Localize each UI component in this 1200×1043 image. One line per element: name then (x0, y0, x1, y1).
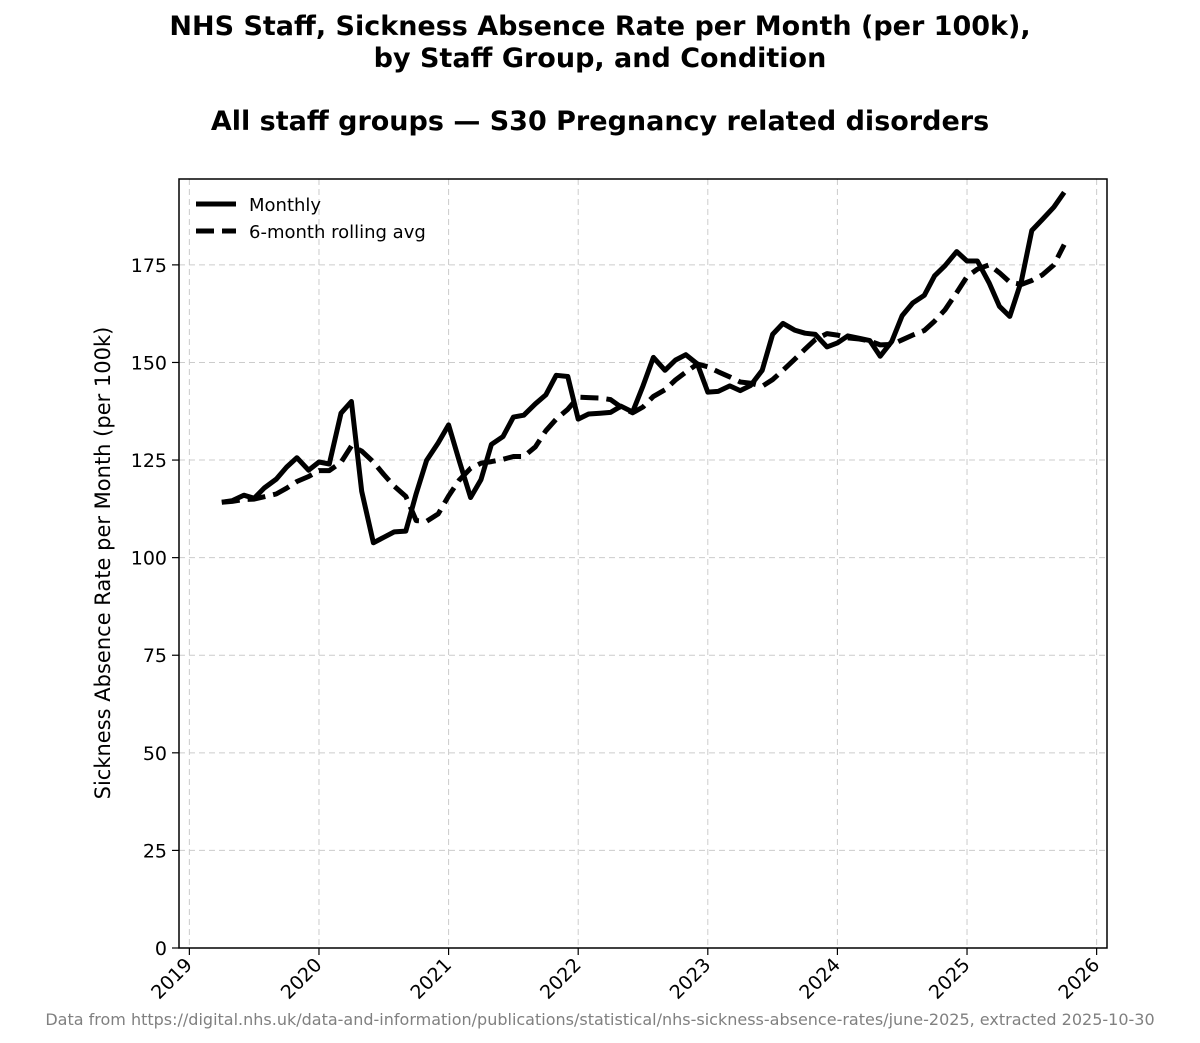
y-tick-label: 150 (131, 352, 167, 374)
series-line-rolling-avg (221, 243, 1067, 524)
data-source-note: Data from https://digital.nhs.uk/data-an… (45, 1010, 1155, 1029)
x-tick-label: 2021 (406, 954, 456, 1004)
series-group (221, 190, 1067, 546)
grid-lines (179, 179, 1107, 949)
chart-title-line-1: NHS Staff, Sickness Absence Rate per Mon… (169, 11, 1031, 42)
x-tick-label: 2019 (147, 954, 197, 1004)
y-tick-label: 75 (143, 645, 167, 667)
x-axis: 2019 2020 2021 2022 2023 2024 2025 2026 (147, 948, 1104, 1004)
y-tick-label: 0 (155, 938, 167, 960)
y-tick-label: 125 (131, 450, 167, 472)
x-tick-label: 2020 (277, 954, 327, 1004)
legend-label-monthly: Monthly (249, 195, 321, 216)
series-line-monthly (221, 190, 1067, 546)
legend-label-rolling-avg: 6-month rolling avg (249, 222, 426, 243)
y-axis-label: Sickness Absence Rate per Month (per 100… (91, 327, 115, 800)
y-tick-label: 50 (143, 743, 167, 765)
chart-title-line-2: by Staff Group, and Condition (373, 43, 827, 74)
y-tick-label: 175 (131, 255, 167, 277)
x-tick-label: 2023 (666, 954, 716, 1004)
legend: Monthly 6-month rolling avg (196, 195, 426, 243)
chart-subtitle: All staff groups — S30 Pregnancy related… (210, 106, 990, 137)
x-tick-label: 2025 (925, 954, 975, 1004)
plot-area-frame (178, 178, 1108, 949)
y-tick-label: 100 (131, 548, 167, 570)
x-tick-label: 2026 (1054, 954, 1104, 1004)
y-axis: 0 25 50 75 100 125 150 175 (131, 255, 179, 960)
x-tick-label: 2022 (536, 954, 586, 1004)
y-tick-label: 25 (143, 840, 167, 862)
x-tick-label: 2024 (795, 954, 845, 1004)
